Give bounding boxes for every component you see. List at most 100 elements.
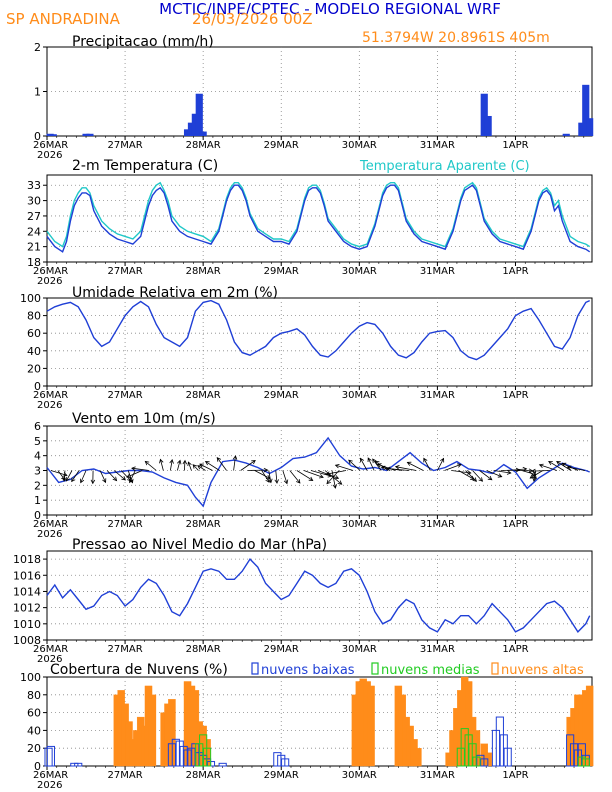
wind-arrow: [57, 470, 66, 481]
pressure-xlabel: 28MAR: [186, 644, 221, 655]
wind-arrow-head: [131, 466, 136, 471]
wind-arrow: [275, 470, 278, 484]
wind-arrow-head: [144, 460, 150, 466]
wind-arrow-head: [268, 478, 273, 484]
wind-arrow: [80, 470, 87, 483]
wind-arrow: [458, 470, 475, 480]
clouds-xlabel: 1APR: [502, 770, 528, 781]
cloud-bar-nuvens-medias: [202, 747, 212, 767]
temp-frame: [46, 174, 593, 263]
clouds-xlabel: 27MAR: [108, 770, 143, 781]
wind-xlabel: 31MAR: [420, 519, 455, 530]
pressure-xlabel: 1APR: [502, 644, 528, 655]
precip-xlabel: 28MAR: [186, 140, 221, 151]
wind-arrow: [521, 470, 536, 476]
pressure-year-label: 2026: [37, 654, 62, 665]
temp-ylabel: 24: [27, 225, 41, 238]
precip-bar: [480, 93, 488, 136]
wind-arrow-head: [126, 473, 132, 478]
rh-ylabel: 20: [27, 362, 41, 375]
temp-series-line: [46, 184, 591, 253]
pressure-xlabel: 30MAR: [342, 644, 377, 655]
wind-arrow-head: [372, 458, 377, 464]
rh-xlabel: 31MAR: [420, 390, 455, 401]
wind-arrow-head: [334, 475, 340, 480]
pressure-ylabel: 1018: [13, 553, 41, 566]
pressure-ylabel: 1016: [13, 569, 41, 582]
wind-arrow: [479, 470, 493, 481]
cloud-bar-nuvens-baixas: [218, 762, 227, 767]
precip-ylabel: 1: [34, 86, 41, 99]
wind-arrow: [296, 470, 313, 481]
cloud-bar-nuvens-baixas: [503, 747, 512, 767]
temp-ylabel: 21: [27, 241, 41, 254]
wind-arrow-head: [326, 479, 331, 485]
wind-arrow-head: [169, 458, 174, 464]
wind-arrow: [348, 459, 361, 471]
clouds-ylabel: 80: [27, 689, 41, 702]
wind-arrow-head: [129, 478, 134, 484]
wind-ylabel: 0: [34, 509, 41, 522]
wind-arrow-head: [121, 476, 126, 481]
wind-arrow-head: [380, 465, 386, 471]
temp-xlabel: 31MAR: [420, 266, 455, 277]
wind-arrow: [247, 469, 268, 471]
pressure-series-line: [46, 557, 591, 634]
wind-series-line: [46, 436, 590, 508]
wind-arrow: [197, 465, 206, 471]
temp-ylabel: 18: [27, 256, 41, 269]
wind-arrow-head: [376, 463, 382, 468]
cloud-legend-label: nuvens altas: [501, 663, 584, 678]
wind-arrow: [567, 466, 586, 471]
rh-xlabel: 29MAR: [264, 390, 299, 401]
wind-arrow: [106, 470, 117, 481]
precip-xlabel: 26MAR: [33, 140, 68, 151]
temp-xlabel: 1APR: [502, 266, 528, 277]
precip-bar: [578, 122, 586, 136]
precip-year-label: 2026: [37, 150, 62, 161]
wind-arrow-head: [192, 464, 198, 469]
clouds-xlabel: 28MAR: [186, 770, 221, 781]
wind-arrow: [216, 457, 227, 471]
wind-arrow-head: [80, 478, 85, 484]
wind-arrow-head: [199, 463, 204, 468]
wind-arrow: [539, 464, 557, 471]
cloud-legend-swatch: [251, 662, 259, 675]
precip-bar: [199, 131, 207, 136]
wind-arrow-head: [566, 465, 572, 471]
wind-arrow: [335, 464, 354, 471]
wind-arrow: [367, 457, 375, 471]
pressure-xlabel: 29MAR: [264, 644, 299, 655]
clouds-xlabel: 29MAR: [264, 770, 299, 781]
rh-series-line: [46, 299, 590, 361]
pressure-xlabel: 26MAR: [33, 644, 68, 655]
wind-arrow: [254, 470, 271, 479]
wind-xlabel: 30MAR: [342, 519, 377, 530]
rh-title: Umidade Relativa em 2m (%): [72, 285, 278, 301]
wind-arrow-head: [374, 460, 380, 466]
rh-xlabel: 1APR: [502, 390, 528, 401]
clouds-ylabel: 60: [27, 707, 41, 720]
wind-arrow: [360, 458, 368, 471]
wind-arrow: [562, 463, 579, 471]
wind-arrow: [529, 470, 544, 479]
header-title: MCTIC/INPE/CPTEC - MODELO REGIONAL WRF: [159, 0, 501, 18]
wind-arrow: [407, 461, 424, 471]
precip-xlabel: 1APR: [502, 140, 528, 151]
wind-arrow: [177, 460, 181, 471]
rh-ylabel: 100: [20, 292, 41, 305]
cloud-bar-nuvens-medias: [581, 758, 590, 767]
wind-ylabel: 6: [34, 420, 41, 433]
precip-title: Precipitacao (mm/h): [72, 34, 214, 50]
cloud-legend-label: nuvens baixas: [261, 663, 355, 678]
wind-arrow-head: [472, 477, 477, 482]
cloud-bar-nuvens-altas: [367, 685, 375, 767]
temp-ylabel: 33: [27, 179, 41, 192]
precip-bar: [49, 134, 57, 136]
wind-arrow-head: [466, 470, 472, 475]
pressure-ylabel: 1010: [13, 618, 41, 631]
wind-ylabel: 2: [34, 479, 41, 492]
clouds-xlabel: 30MAR: [342, 770, 377, 781]
wind-arrow: [386, 468, 410, 471]
wind-arrow-head: [102, 478, 107, 484]
